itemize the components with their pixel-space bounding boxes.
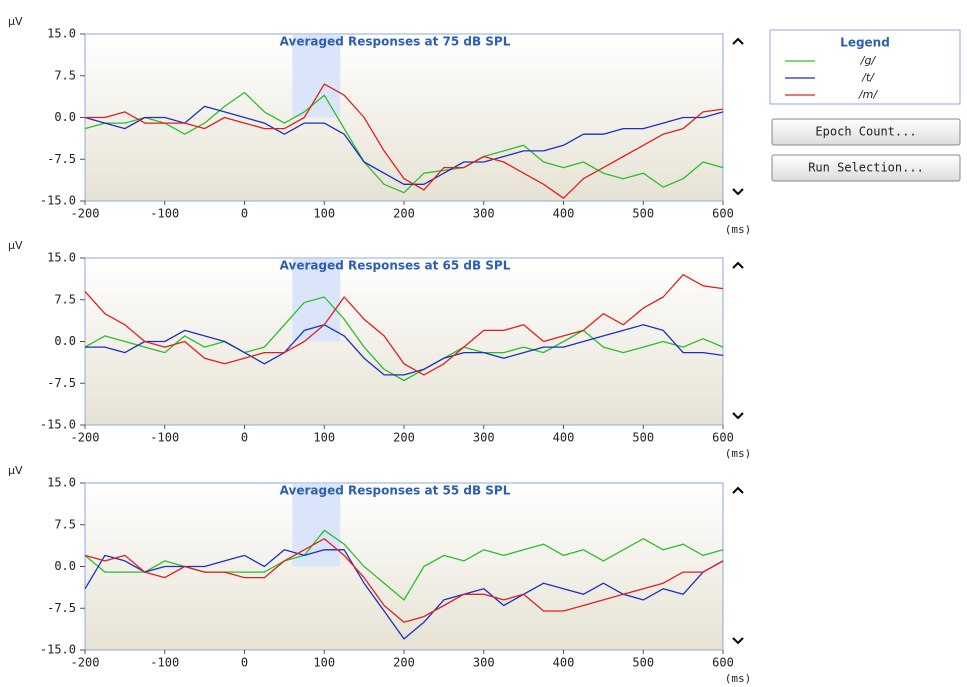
y-axis-label: µV [8,15,23,28]
chart-title: Averaged Responses at 65 dB SPL [280,259,511,273]
y-tick-label: 7.5 [54,292,76,306]
button[interactable]: Run Selection... [771,154,961,182]
scroll-up [732,486,744,494]
button-frame[interactable] [771,154,961,182]
scroll-up [732,261,744,269]
x-tick-label: 100 [313,656,335,670]
y-tick-label: -15.0 [40,643,76,657]
button-frame[interactable] [771,118,961,146]
x-tick-label: 0 [241,431,248,445]
legend-title: Legend [840,36,890,50]
data-line [84,105,724,185]
x-tick-label: 600 [712,207,734,221]
legend-box [769,29,961,105]
y-axis-label: µV [8,239,23,252]
data-line [84,91,724,194]
x-tick-label: 100 [313,207,335,221]
x-tick-label: 0 [241,656,248,670]
data-line [84,549,724,640]
x-tick-label: 200 [393,656,415,670]
y-tick-label: -15.0 [40,194,76,208]
y-tick-label: 0.0 [54,334,76,348]
x-tick-label: -200 [71,656,100,670]
x-axis-label: (ms) [725,223,752,236]
x-tick-label: 600 [712,656,734,670]
x-tick-label: 200 [393,431,415,445]
x-tick-label: 400 [553,207,575,221]
data-line [85,324,724,376]
y-tick-label: -7.5 [47,152,76,166]
data-line [84,296,724,382]
x-tick-label: -200 [71,431,100,445]
x-tick-label: 300 [473,431,495,445]
y-axis-label: µV [8,464,23,477]
legend-label: /t/ [861,71,875,84]
scroll-down [732,637,744,645]
x-tick-label: 500 [632,431,654,445]
scroll-down [732,188,744,196]
data-line [84,538,724,623]
plot-area [84,33,724,202]
x-tick-label: 300 [473,207,495,221]
y-tick-label: -15.0 [40,418,76,432]
data-line [85,83,724,199]
chart-title: Averaged Responses at 55 dB SPL [280,484,511,498]
y-tick-label: 7.5 [54,517,76,531]
button-label[interactable]: Run Selection... [808,161,924,175]
data-line [84,274,724,376]
x-tick-label: -100 [150,656,179,670]
legend-label: /g/ [860,54,877,67]
x-tick-label: 200 [393,207,415,221]
y-tick-label: 7.5 [54,68,76,82]
x-tick-label: 100 [313,431,335,445]
y-tick-label: -7.5 [47,601,76,615]
legend-label: /m/ [858,88,878,101]
x-tick-label: 500 [632,207,654,221]
plot-area [84,257,724,426]
x-tick-label: 600 [712,431,734,445]
chart-title: Averaged Responses at 75 dB SPL [280,35,511,49]
x-tick-label: -100 [150,207,179,221]
x-axis-label: (ms) [725,447,752,460]
shaded-region [292,259,341,342]
shaded-region [292,35,341,118]
x-axis-label: (ms) [725,672,752,685]
x-tick-label: 500 [632,656,654,670]
x-tick-label: 400 [553,656,575,670]
button[interactable]: Epoch Count... [771,118,961,146]
x-tick-label: 300 [473,656,495,670]
y-tick-label: 15.0 [47,27,76,41]
scroll-down [732,412,744,420]
y-tick-label: 15.0 [47,251,76,265]
x-tick-label: -100 [150,431,179,445]
y-tick-label: -7.5 [47,376,76,390]
x-tick-label: -200 [71,207,100,221]
y-tick-label: 0.0 [54,559,76,573]
x-tick-label: 400 [553,431,575,445]
y-tick-label: 15.0 [47,476,76,490]
y-tick-label: 0.0 [54,110,76,124]
scroll-up [732,37,744,45]
x-tick-label: 0 [241,207,248,221]
button-label[interactable]: Epoch Count... [815,125,916,139]
